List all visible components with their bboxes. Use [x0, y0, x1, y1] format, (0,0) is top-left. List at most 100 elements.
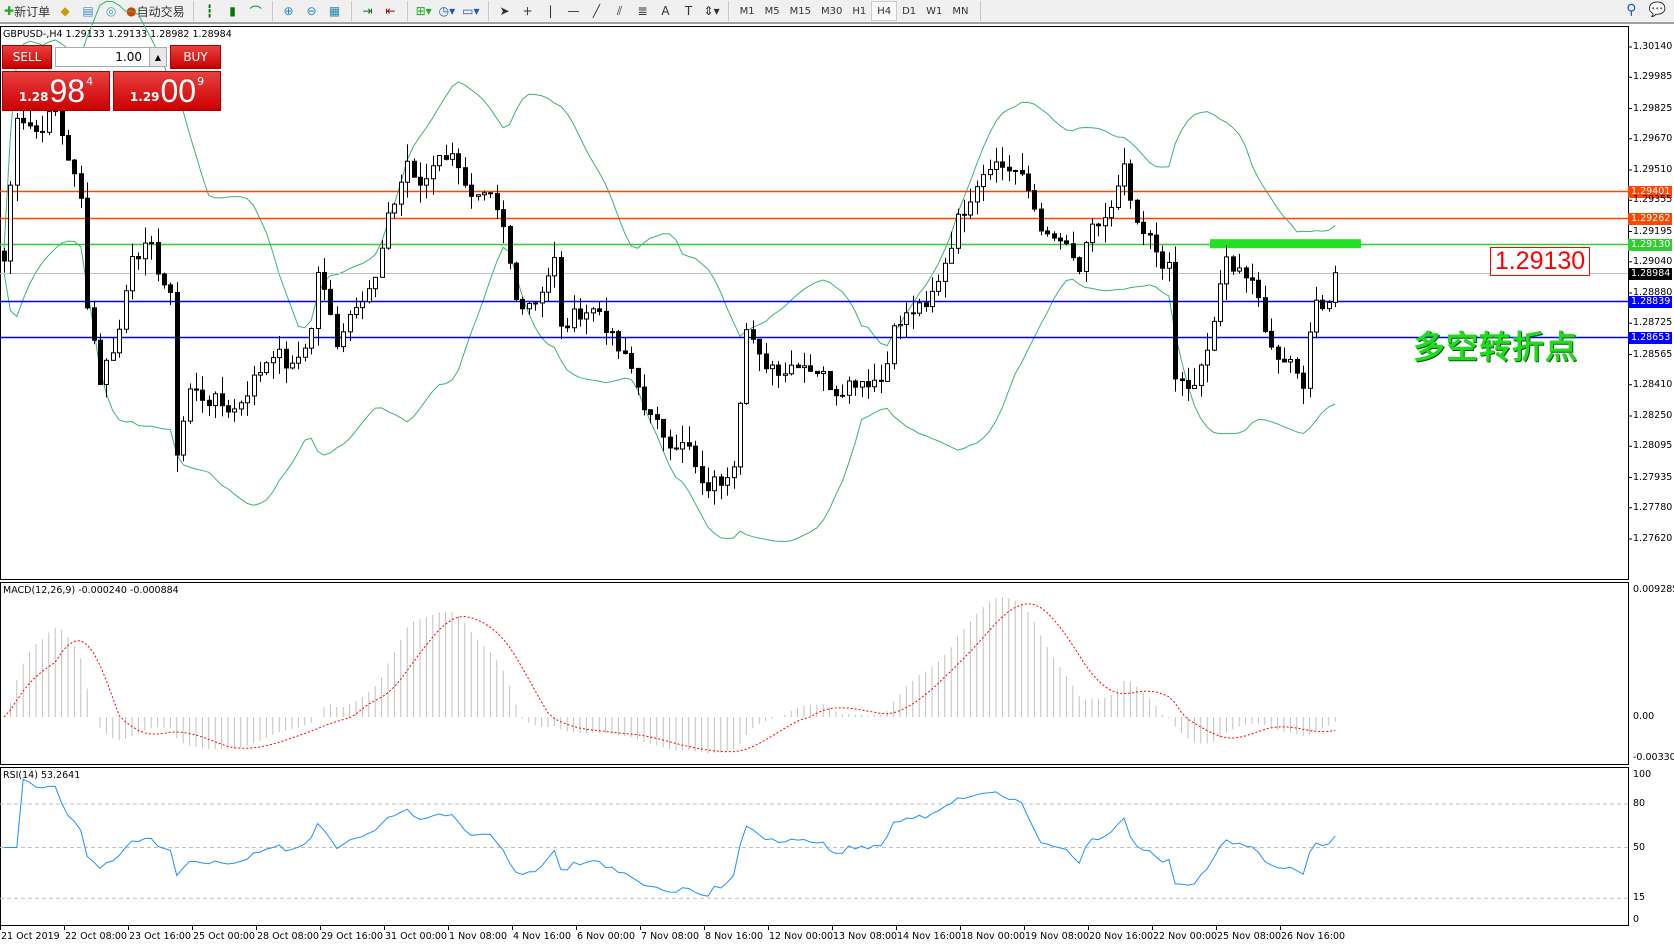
timeframe-mn[interactable]: MN: [952, 5, 969, 17]
bear-candle: [1244, 267, 1249, 279]
separator: [406, 1, 408, 21]
bull-candle: [239, 402, 244, 410]
bull-candle: [988, 168, 993, 176]
bear-candle: [418, 176, 423, 186]
time-axis-label: 26 Nov 16:00: [1281, 931, 1346, 942]
bear-candle: [456, 153, 461, 169]
bull-candle: [1218, 283, 1223, 322]
vertical-line-icon[interactable]: |: [548, 4, 553, 18]
search-icon[interactable]: ⚲: [1626, 2, 1637, 18]
bear-candle: [879, 379, 884, 382]
bull-candle: [188, 388, 193, 422]
bear-candle: [1320, 299, 1325, 310]
bear-candle: [1128, 163, 1133, 201]
bar-chart-icon[interactable]: ┇: [205, 4, 214, 18]
bull-candle: [1205, 349, 1210, 366]
time-axis-label: 22 Oct 08:00: [65, 931, 127, 942]
bull-candle: [892, 325, 897, 365]
trendline-icon[interactable]: ╱: [592, 4, 601, 18]
sell-price-button[interactable]: 1.28 98 4: [2, 71, 110, 111]
text-label-icon[interactable]: T: [684, 4, 693, 18]
timeframe-h1[interactable]: H1: [852, 5, 867, 17]
bull-candle: [264, 362, 269, 374]
signal-icon[interactable]: ◎: [105, 4, 117, 18]
sell-button[interactable]: SELL: [2, 45, 52, 69]
cursor-icon[interactable]: ➤: [499, 4, 510, 18]
lot-increase-button[interactable]: ▲: [149, 47, 167, 67]
indicators-icon[interactable]: ⊞▾: [415, 4, 432, 18]
candlestick-icon[interactable]: ▮: [229, 4, 236, 18]
timeframe-m1[interactable]: M1: [739, 5, 755, 17]
bull-candle: [1237, 267, 1242, 272]
bull-candle: [840, 394, 845, 397]
templates-icon[interactable]: ▭▾: [462, 4, 480, 18]
bull-candle: [104, 359, 109, 386]
timeframe-m5[interactable]: M5: [764, 5, 780, 17]
bull-candle: [975, 186, 980, 203]
timeframe-m30[interactable]: M30: [820, 5, 843, 17]
text-icon[interactable]: A: [661, 4, 670, 18]
arrows-icon[interactable]: ⇕▾: [703, 4, 720, 18]
bull-candle: [482, 192, 487, 196]
periods-icon[interactable]: ◷▾: [438, 4, 456, 18]
timeframe-h4[interactable]: H4: [871, 1, 898, 21]
bear-candle: [1071, 243, 1076, 259]
buy-button[interactable]: BUY: [170, 45, 221, 69]
bull-candle: [943, 262, 948, 282]
bull-candle: [1013, 169, 1018, 172]
bull-candle: [1084, 242, 1089, 272]
bull-candle: [783, 373, 788, 376]
bear-candle: [706, 482, 711, 492]
price-tag: 1.29130: [1628, 238, 1672, 251]
time-axis-label: 28 Oct 08:00: [257, 931, 319, 942]
time-axis-label: 23 Oct 16:00: [129, 931, 191, 942]
price-axis-label: 1.29825: [1633, 102, 1673, 114]
bear-candle: [194, 388, 199, 391]
bear-candle: [1052, 233, 1057, 239]
zoom-in-icon[interactable]: ⊕: [283, 4, 294, 18]
buy-price-button[interactable]: 1.29 00 9: [113, 71, 221, 111]
bear-candle: [764, 353, 769, 370]
bull-candle: [981, 174, 986, 188]
bear-candle: [636, 367, 641, 388]
bear-candle: [751, 329, 756, 340]
navigator-icon[interactable]: ▤: [82, 4, 94, 18]
bear-candle: [796, 364, 801, 369]
bull-candle: [770, 364, 775, 370]
fibonacci-icon[interactable]: ≣: [637, 4, 648, 18]
market-watch-icon[interactable]: ◆: [60, 4, 70, 18]
line-chart-icon[interactable]: ⌒: [249, 4, 262, 19]
lot-size-input[interactable]: 1.00: [55, 47, 167, 67]
turning-point-annotation[interactable]: 多空转折点: [1413, 328, 1579, 366]
bull-candle: [732, 466, 737, 479]
bull-candle: [309, 327, 314, 349]
bull-candle: [1314, 299, 1319, 333]
crosshair-icon[interactable]: +: [522, 4, 533, 18]
bear-candle: [175, 291, 180, 456]
horizontal-line-icon[interactable]: —: [567, 4, 580, 18]
timeframe-w1[interactable]: W1: [926, 5, 943, 17]
bear-candle: [828, 370, 833, 391]
chat-icon[interactable]: 💬: [1648, 2, 1666, 18]
timeframe-d1[interactable]: D1: [902, 5, 917, 17]
bear-candle: [136, 256, 141, 260]
new-order-button[interactable]: ✚ 新订单: [4, 4, 51, 19]
time-axis-label: 13 Nov 08:00: [833, 931, 898, 942]
bull-candle: [885, 363, 890, 382]
bull-candle: [1199, 364, 1204, 386]
zoom-out-icon[interactable]: ⊖: [306, 4, 317, 18]
price-label-box[interactable]: 1.29130: [1490, 247, 1590, 276]
chart-shift-icon[interactable]: ⇤: [385, 4, 396, 18]
bull-candle: [610, 331, 615, 334]
equidistant-channel-icon[interactable]: ⫽: [616, 3, 623, 18]
price-axis-label: 1.27780: [1633, 501, 1673, 513]
timeframe-m15[interactable]: M15: [789, 5, 811, 17]
auto-scroll-icon[interactable]: ⇥: [362, 4, 373, 18]
bear-candle: [1020, 169, 1025, 175]
price-axis-label: 1.29985: [1633, 71, 1673, 83]
one-click-trading-panel: SELL ▼ 1.00 ▲ BUY 1.28 98 4 1.29 00 9: [2, 45, 221, 111]
separator: [487, 1, 489, 21]
bear-candle: [2, 250, 7, 262]
tile-windows-icon[interactable]: ▦: [328, 4, 341, 18]
